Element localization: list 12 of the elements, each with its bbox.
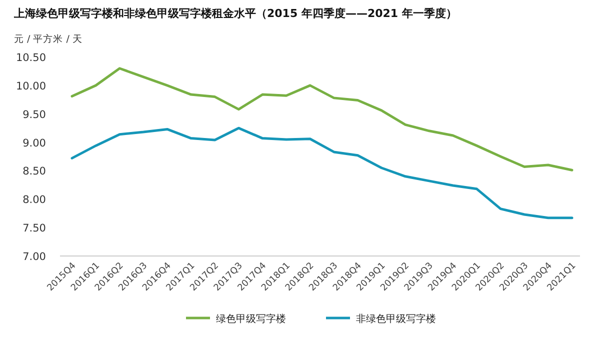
y-tick-label: 9.50: [22, 108, 46, 121]
y-tick-label: 8.50: [22, 166, 46, 178]
y-tick-label: 9.00: [22, 137, 46, 150]
y-tick-label: 8.00: [22, 194, 46, 206]
y-tick-label: 10.50: [16, 52, 46, 64]
legend-label: 非绿色甲级写字楼: [356, 313, 436, 325]
chart-title: 上海绿色甲级写字楼和非绿色甲级写字楼租金水平（2015 年四季度——2021 年一季度）: [13, 7, 457, 20]
y-tick-label: 10.00: [16, 80, 46, 92]
y-tick-label: 7.50: [22, 222, 46, 235]
y-axis-title: 元 / 平方米 / 天: [14, 33, 82, 45]
legend-label: 绿色甲级写字楼: [216, 313, 286, 325]
y-tick-label: 7.00: [22, 251, 46, 263]
